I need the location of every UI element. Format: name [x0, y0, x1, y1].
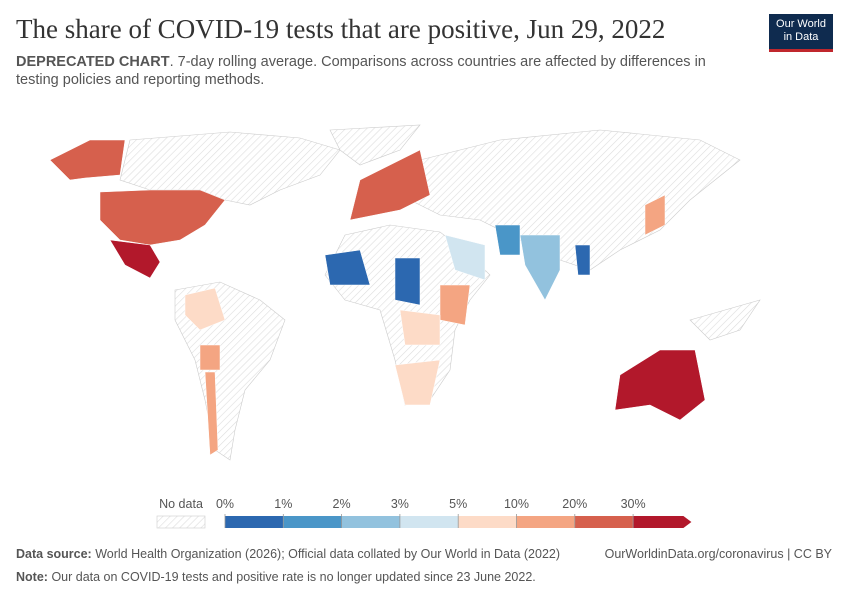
country: [444, 234, 486, 281]
legend-bin: [458, 516, 517, 528]
country: [614, 349, 706, 421]
legend-bin: [516, 516, 575, 528]
legend-tick-label: 2%: [333, 497, 351, 511]
country: [49, 139, 126, 181]
no-data-label: No data: [159, 497, 203, 511]
legend-bin: [283, 516, 342, 528]
url[interactable]: OurWorldinData.org/coronavirus | CC BY: [604, 547, 832, 561]
source-text: World Health Organization (2026); Offici…: [95, 547, 561, 561]
legend-bin: [341, 516, 400, 528]
country: [199, 344, 221, 371]
land: [119, 131, 341, 206]
land: [329, 124, 421, 166]
legend: No data 0% 1% 2% 3% 5% 10% 20% 30%: [156, 497, 692, 529]
country: [574, 244, 591, 276]
legend-tick-label: 0%: [216, 497, 234, 511]
legend-bin: [633, 516, 692, 528]
country: [349, 149, 431, 221]
logo[interactable]: Our World in Data: [769, 14, 833, 52]
subtitle-text: . 7-day rolling average. Comparisons acr…: [16, 54, 706, 88]
legend-tick-label: 20%: [562, 497, 587, 511]
legend-tick-label: 5%: [449, 497, 467, 511]
legend-tick-label: 10%: [504, 497, 529, 511]
legend-bin: [574, 516, 634, 528]
country: [394, 257, 421, 306]
country: [439, 284, 471, 326]
logo-line: Our World: [776, 18, 826, 30]
country: [184, 287, 226, 331]
country: [324, 249, 371, 286]
country: [494, 224, 521, 256]
legend-bin: [225, 516, 284, 528]
source-label: Data source:: [16, 547, 92, 561]
no-data-swatch: [156, 515, 206, 529]
note-text: Our data on COVID-19 tests and positive …: [51, 570, 536, 584]
title: The share of COVID-19 tests that are pos…: [16, 14, 666, 44]
country: [644, 194, 666, 236]
country: [519, 234, 561, 301]
country: [99, 189, 226, 246]
land: [409, 129, 741, 271]
legend-tick-label: 3%: [391, 497, 409, 511]
country: [394, 359, 441, 406]
country: [109, 239, 161, 279]
map: [49, 124, 761, 461]
subtitle-lead: DEPRECATED CHART: [16, 54, 170, 70]
subtitle: DEPRECATED CHART. 7-day rolling average.…: [16, 53, 736, 89]
source: Data source: World Health Organization (…: [16, 547, 560, 561]
legend-tick-label: 1%: [274, 497, 292, 511]
country: [399, 309, 441, 346]
note-label: Note:: [16, 570, 48, 584]
country: [204, 371, 219, 456]
logo-line: in Data: [783, 31, 819, 43]
legend-tick-label: 30%: [621, 497, 646, 511]
land: [689, 299, 761, 341]
note: Note: Our data on COVID-19 tests and pos…: [16, 570, 536, 584]
legend-bin: [399, 516, 459, 528]
